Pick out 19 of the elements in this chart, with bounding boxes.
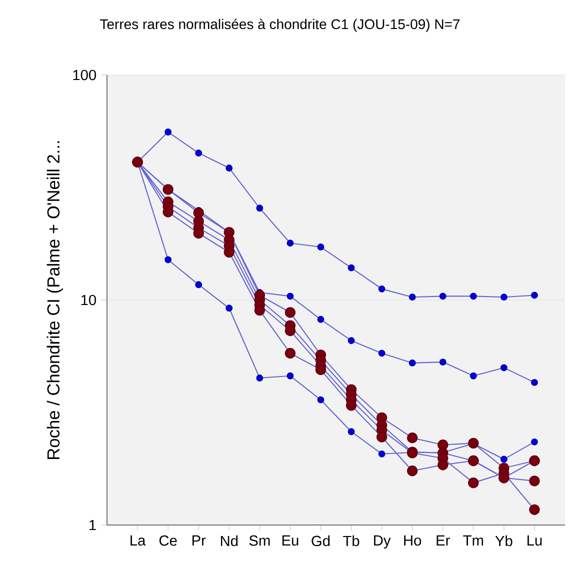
x-tick-label: Ce (159, 535, 177, 546)
x-tick-label: Tm (463, 535, 484, 546)
x-tick-label: Tb (343, 535, 360, 546)
x-tick-label: Sm (249, 535, 270, 546)
y-tick-label: 1 (90, 520, 96, 530)
x-tick-label: Eu (282, 535, 298, 546)
x-tick-label: Nd (220, 535, 238, 546)
x-tick-label: Dy (374, 535, 391, 549)
x-tick-label: Er (436, 535, 450, 546)
x-tick-label: Ho (404, 535, 422, 546)
chart-title: Terres rares normalisées à chondrite C1 (JOU-15-09) N=7 (100, 18, 460, 32)
y-tick-label: 10 (81, 294, 96, 306)
y-axis-title: Roche / Chondrite CI (Palme + O'Neill 2... (46, 141, 63, 459)
x-tick-label: La (130, 535, 146, 546)
x-tick-label: Lu (528, 535, 542, 546)
x-tick-label: Pr (192, 535, 206, 546)
x-tick-label: Gd (312, 535, 330, 546)
y-tick-label: 100 (73, 70, 96, 80)
x-tick-label: Yb (495, 535, 512, 546)
